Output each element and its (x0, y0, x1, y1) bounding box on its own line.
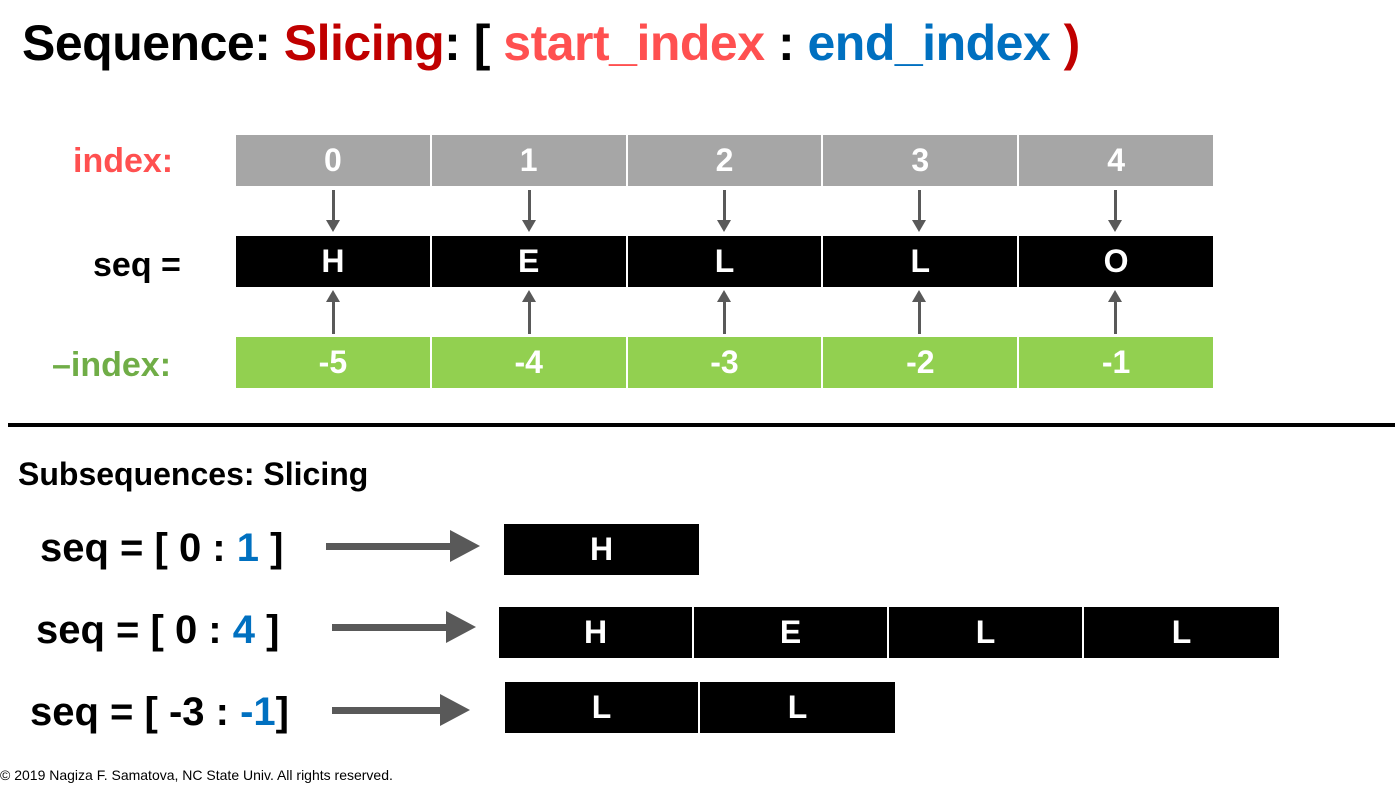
example-result: H (504, 524, 699, 575)
neg-index-label: –index: (52, 346, 172, 384)
index-cell: 1 (432, 135, 628, 186)
up-arrow-icon (326, 290, 341, 334)
down-arrow-icon (1107, 190, 1122, 232)
index-cell: 4 (1107, 142, 1125, 178)
result-cell: H (504, 524, 699, 575)
up-arrow-icon (1107, 290, 1122, 334)
seq-cell: H (236, 236, 432, 287)
down-arrow-icon (912, 190, 927, 232)
seq-cell: E (432, 236, 628, 287)
seq-label: seq = (93, 246, 181, 284)
footer: © 2019 Nagiza F. Samatova, NC State Univ… (0, 767, 393, 783)
seq-cell: O (1103, 243, 1129, 279)
neg-index-cell: -3 (628, 337, 824, 388)
index-label: index: (73, 142, 174, 180)
result-cell: L (700, 682, 895, 733)
subtitle: Subsequences: Slicing (18, 456, 369, 492)
neg-index-cell: -5 (236, 337, 432, 388)
up-arrow-icon (912, 290, 927, 334)
index-row: 0 1 2 3 4 (236, 135, 1213, 186)
slide-title: Sequence: Slicing: [ start_index : end_i… (22, 15, 1080, 71)
neg-index-cell: -4 (432, 337, 628, 388)
example-result: H E L L (499, 607, 1279, 658)
right-arrow-icon (332, 611, 476, 643)
result-cell: H (499, 607, 694, 658)
result-cell: E (694, 607, 889, 658)
index-cell: 2 (628, 135, 824, 186)
index-cell: 3 (823, 135, 1020, 186)
down-arrow-icon (326, 190, 341, 232)
example-result: L L (505, 682, 895, 733)
up-arrow-icon (717, 290, 731, 334)
index-cell: 0 (236, 135, 432, 186)
seq-cell: L (823, 236, 1020, 287)
example-expression: seq = [ -3 : -1] (30, 690, 289, 734)
result-cell: L (889, 607, 1084, 658)
neg-index-row: -5 -4 -3 -2 -1 (236, 337, 1213, 388)
down-arrow-icon (717, 190, 731, 232)
neg-index-cell: -1 (1101, 344, 1131, 380)
divider (8, 423, 1395, 427)
right-arrow-icon (326, 530, 480, 562)
right-arrow-icon (332, 694, 470, 726)
up-arrow-icon (521, 290, 536, 334)
down-arrow-icon (521, 190, 536, 232)
result-cell: L (1084, 607, 1279, 658)
example-expression: seq = [ 0 : 4 ] (36, 608, 280, 652)
example-expression: seq = [ 0 : 1 ] (40, 526, 284, 570)
seq-cell: L (628, 236, 824, 287)
result-cell: L (505, 682, 700, 733)
seq-row: H E L L O (236, 236, 1213, 287)
neg-index-cell: -2 (823, 337, 1020, 388)
